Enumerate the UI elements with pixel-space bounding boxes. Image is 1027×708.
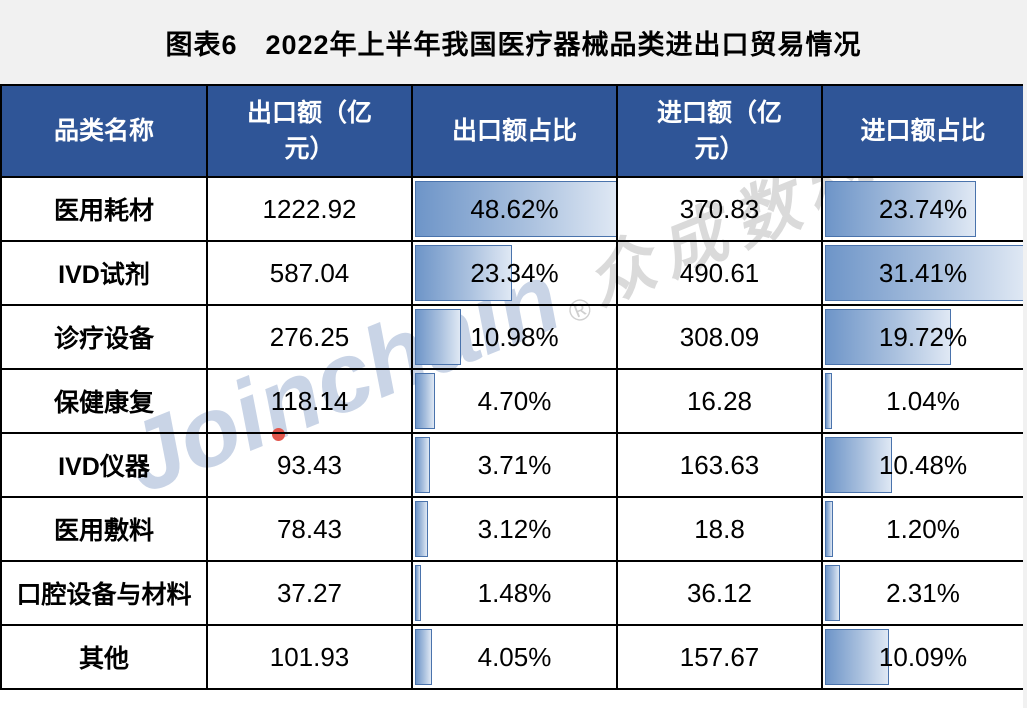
table-row: IVD试剂 587.04 23.34% 490.61 31.41%: [0, 240, 1023, 306]
table-row: IVD仪器 93.43 3.71% 163.63 10.48%: [0, 432, 1023, 498]
category-cell: 医用敷料: [0, 496, 208, 562]
export-value-cell: 37.27: [206, 560, 413, 626]
export-share-cell: 3.71%: [411, 432, 618, 498]
import-share-databar: [825, 373, 832, 429]
import-share-databar: [825, 437, 892, 493]
import-share-value: 31.41%: [878, 257, 968, 288]
import-share-cell: 2.31%: [821, 560, 1023, 626]
table-row: 其他 101.93 4.05% 157.67 10.09%: [0, 624, 1023, 690]
export-share-databar: [415, 309, 461, 365]
import-value-cell: 308.09: [616, 304, 823, 370]
export-share-value: 23.34%: [470, 257, 559, 288]
import-share-databar: [825, 181, 977, 237]
col-header-export-value: 出口额（亿元）: [206, 84, 413, 178]
header-row: 品类名称 出口额（亿元） 出口额占比 进口额（亿元） 进口额占比: [0, 84, 1023, 178]
export-value-cell: 118.14: [206, 368, 413, 434]
export-share-databar: [415, 437, 431, 493]
import-value-cell: 490.61: [616, 240, 823, 306]
export-value-cell: 1222.92: [206, 176, 413, 242]
export-share-databar: [415, 501, 428, 557]
table-area: Joinchain ® 众成数科 品类名称 出口额（亿元） 出口额占比 进口额（…: [0, 84, 1023, 708]
import-value-cell: 370.83: [616, 176, 823, 242]
export-share-value: 3.71%: [477, 449, 552, 480]
import-share-databar: [825, 565, 840, 621]
import-value-cell: 163.63: [616, 432, 823, 498]
col-header-import-share: 进口额占比: [821, 84, 1023, 178]
export-share-value: 48.62%: [470, 193, 559, 224]
import-share-value: 10.09%: [878, 641, 968, 672]
table-row: 医用耗材 1222.92 48.62% 370.83 23.74%: [0, 176, 1023, 242]
category-cell: 其他: [0, 624, 208, 690]
import-share-cell: 10.09%: [821, 624, 1023, 690]
col-header-export-share: 出口额占比: [411, 84, 618, 178]
table-row: 保健康复 118.14 4.70% 16.28 1.04%: [0, 368, 1023, 434]
export-share-databar: [415, 629, 432, 685]
import-value-cell: 16.28: [616, 368, 823, 434]
import-value-cell: 157.67: [616, 624, 823, 690]
category-cell: IVD试剂: [0, 240, 208, 306]
import-share-databar: [825, 501, 833, 557]
import-share-cell: 1.20%: [821, 496, 1023, 562]
export-share-databar: [415, 565, 422, 621]
export-share-value: 3.12%: [477, 513, 552, 544]
export-share-databar: [415, 373, 435, 429]
col-header-category: 品类名称: [0, 84, 208, 178]
col-header-import-value: 进口额（亿元）: [616, 84, 823, 178]
import-share-cell: 19.72%: [821, 304, 1023, 370]
import-share-value: 1.20%: [886, 513, 960, 544]
export-share-value: 1.48%: [477, 577, 552, 608]
import-share-cell: 10.48%: [821, 432, 1023, 498]
import-share-databar: [825, 629, 890, 685]
import-share-databar: [825, 245, 1022, 301]
export-share-databar: [415, 245, 513, 301]
export-share-cell: 4.05%: [411, 624, 618, 690]
import-share-value: 23.74%: [878, 193, 968, 224]
table-row: 诊疗设备 276.25 10.98% 308.09 19.72%: [0, 304, 1023, 370]
export-share-value: 4.05%: [477, 641, 552, 672]
import-share-value: 1.04%: [886, 385, 960, 416]
page-title: 图表6 2022年上半年我国医疗器械品类进出口贸易情况: [165, 29, 862, 60]
export-share-value: 10.98%: [470, 321, 559, 352]
import-share-cell: 1.04%: [821, 368, 1023, 434]
import-share-cell: 23.74%: [821, 176, 1023, 242]
import-share-value: 19.72%: [878, 321, 968, 352]
table-row: 医用敷料 78.43 3.12% 18.8 1.20%: [0, 496, 1023, 562]
import-value-cell: 18.8: [616, 496, 823, 562]
category-cell: 保健康复: [0, 368, 208, 434]
export-value-cell: 78.43: [206, 496, 413, 562]
export-share-cell: 3.12%: [411, 496, 618, 562]
title-bar: 图表6 2022年上半年我国医疗器械品类进出口贸易情况: [0, 0, 1027, 84]
export-share-cell: 4.70%: [411, 368, 618, 434]
export-value-cell: 93.43: [206, 432, 413, 498]
category-cell: 医用耗材: [0, 176, 208, 242]
category-cell: IVD仪器: [0, 432, 208, 498]
import-value-cell: 36.12: [616, 560, 823, 626]
export-value-cell: 587.04: [206, 240, 413, 306]
import-share-value: 10.48%: [878, 449, 968, 480]
export-share-cell: 23.34%: [411, 240, 618, 306]
export-share-databar: [415, 181, 615, 237]
export-share-cell: 10.98%: [411, 304, 618, 370]
import-share-cell: 31.41%: [821, 240, 1023, 306]
import-share-value: 2.31%: [886, 577, 960, 608]
export-share-cell: 1.48%: [411, 560, 618, 626]
export-share-cell: 48.62%: [411, 176, 618, 242]
category-cell: 口腔设备与材料: [0, 560, 208, 626]
export-value-cell: 276.25: [206, 304, 413, 370]
export-share-value: 4.70%: [477, 385, 552, 416]
trade-table: 品类名称 出口额（亿元） 出口额占比 进口额（亿元） 进口额占比 医用耗材 12…: [0, 84, 1023, 690]
import-share-databar: [825, 309, 951, 365]
export-value-cell: 101.93: [206, 624, 413, 690]
category-cell: 诊疗设备: [0, 304, 208, 370]
table-row: 口腔设备与材料 37.27 1.48% 36.12 2.31%: [0, 560, 1023, 626]
